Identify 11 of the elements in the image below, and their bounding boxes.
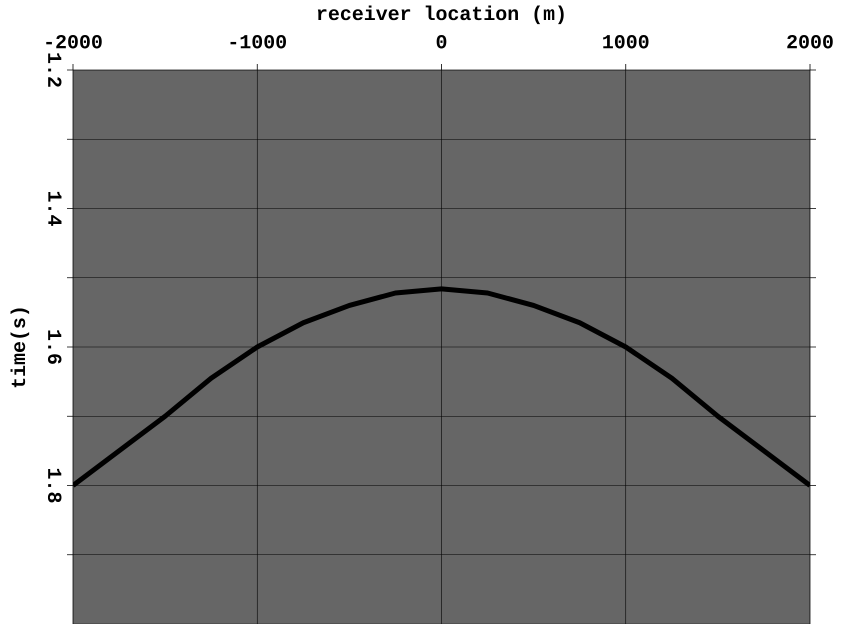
x-tick-label: 2000 (787, 34, 833, 48)
x-tick-label: 1000 (603, 34, 649, 48)
y-tick-label: 1.2 (48, 53, 62, 87)
y-tick-label: 1.8 (48, 468, 62, 502)
x-axis-title: receiver location (m) (318, 6, 564, 24)
x-tick-label: -2000 (46, 34, 102, 48)
x-tick-label: -1000 (230, 34, 286, 48)
y-tick-label: 1.4 (48, 192, 62, 226)
y-tick-label: 1.6 (48, 330, 62, 364)
y-axis-title: time(s) (10, 308, 30, 388)
x-tick-label: 0 (436, 34, 446, 48)
